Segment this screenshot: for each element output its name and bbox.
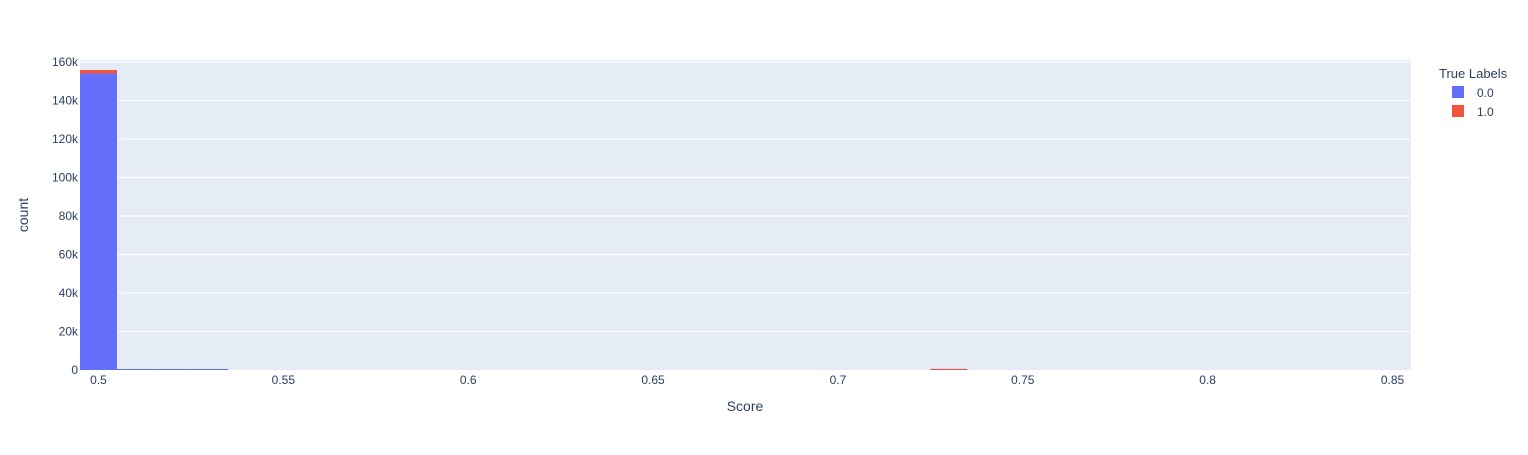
bar-0.0-bin-2[interactable] — [153, 369, 191, 370]
y-tick-label: 80k — [59, 209, 79, 223]
legend-item-0.0[interactable]: 0.0 — [1452, 86, 1494, 100]
y-tick-label: 140k — [52, 93, 79, 107]
plot-area — [80, 60, 1411, 370]
x-tick-label: 0.5 — [90, 373, 107, 387]
legend-label-1.0: 1.0 — [1477, 105, 1494, 119]
bar-1.0-bin-4[interactable] — [930, 368, 968, 370]
y-tick-label: 160k — [52, 55, 79, 69]
y-tick-label: 40k — [59, 286, 79, 300]
x-tick-label: 0.7 — [830, 373, 847, 387]
y-axis: 0 20k 40k 60k 80k 100k 120k 140k 160k — [52, 55, 79, 377]
y-tick-label: 0 — [71, 363, 78, 377]
legend[interactable]: True Labels 0.0 1.0 — [1439, 66, 1508, 119]
x-tick-label: 0.6 — [460, 373, 477, 387]
bar-0.0-bin-3[interactable] — [190, 369, 228, 370]
x-tick-label: 0.55 — [272, 373, 296, 387]
legend-swatch-0.0 — [1452, 86, 1464, 98]
legend-label-0.0: 0.0 — [1477, 86, 1494, 100]
bar-0.0-bin-1[interactable] — [116, 369, 154, 370]
bars — [80, 70, 968, 370]
y-tick-label: 120k — [52, 132, 79, 146]
x-tick-label: 0.8 — [1199, 373, 1216, 387]
bar-1.0-bin-0[interactable] — [80, 70, 117, 74]
x-tick-label: 0.75 — [1011, 373, 1035, 387]
bar-0.0-bin-0[interactable] — [80, 73, 117, 370]
legend-title: True Labels — [1439, 66, 1508, 81]
x-axis-title: Score — [727, 398, 764, 414]
gridlines — [80, 61, 1411, 332]
legend-item-1.0[interactable]: 1.0 — [1452, 105, 1494, 119]
y-axis-title: count — [15, 198, 31, 232]
y-tick-label: 20k — [59, 324, 79, 338]
y-tick-label: 100k — [52, 170, 79, 184]
x-axis: 0.5 0.55 0.6 0.65 0.7 0.75 0.8 0.85 — [90, 373, 1404, 387]
legend-swatch-1.0 — [1452, 105, 1464, 117]
x-tick-label: 0.85 — [1381, 373, 1405, 387]
x-tick-label: 0.65 — [641, 373, 665, 387]
y-tick-label: 60k — [59, 247, 79, 261]
